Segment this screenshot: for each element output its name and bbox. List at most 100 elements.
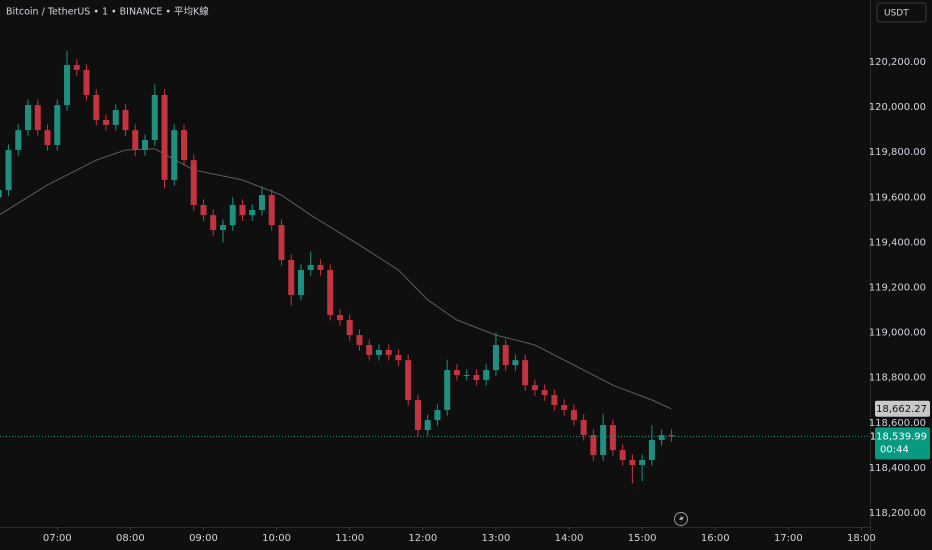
y-tick-label: 119,000.00 — [869, 328, 926, 339]
candle-body — [210, 215, 217, 231]
candle-body — [434, 409, 441, 421]
candle-body — [629, 460, 636, 465]
candle-body — [453, 370, 460, 376]
candle-body — [219, 225, 226, 231]
candle-body — [0, 190, 2, 198]
candle-body — [531, 385, 538, 391]
candle-body — [512, 360, 519, 366]
candle-body — [44, 130, 51, 145]
y-tick-label: 118,600.00 — [869, 418, 926, 429]
candle-body — [414, 400, 421, 431]
candle-body — [648, 439, 655, 461]
candle-body — [288, 260, 295, 295]
x-tick-label: 13:00 — [482, 533, 511, 544]
candle-body — [580, 420, 587, 435]
candle-body — [239, 204, 246, 216]
candle-body — [424, 420, 431, 431]
ma-label: 118,662.27 — [870, 404, 927, 415]
lightning-bolt[interactable] — [679, 514, 684, 524]
lightning-icon[interactable] — [674, 512, 688, 526]
y-tick-label: 119,600.00 — [869, 192, 926, 203]
candle-body — [385, 349, 392, 355]
candle-body — [619, 450, 626, 461]
x-tick-label: 14:00 — [555, 533, 584, 544]
candle-body — [600, 425, 607, 456]
candle-body — [327, 269, 334, 316]
x-tick-label: 15:00 — [628, 533, 657, 544]
x-tick-label: 09:00 — [189, 533, 218, 544]
candle-body — [639, 460, 646, 465]
candle-body — [25, 105, 32, 131]
x-tick-label: 18:00 — [847, 533, 876, 544]
candle-body — [180, 130, 187, 161]
candle-body — [502, 345, 509, 366]
x-tick-label: 10:00 — [262, 533, 291, 544]
y-tick-label: 118,800.00 — [869, 373, 926, 384]
moving-average — [0, 148, 672, 410]
candle-body — [54, 105, 61, 145]
candle-body — [356, 335, 363, 346]
candle-body — [142, 140, 148, 150]
candle-body — [551, 395, 558, 406]
currency-button[interactable] — [876, 2, 927, 23]
currency-label[interactable]: USDT — [884, 9, 909, 19]
candle-body — [473, 375, 480, 380]
candle-body — [375, 349, 382, 355]
candle-body — [668, 434, 675, 437]
candle-body — [93, 94, 100, 120]
candle-body — [122, 110, 129, 131]
x-tick-label: 11:00 — [335, 533, 364, 544]
candle-body — [590, 434, 597, 456]
x-tick-label: 12:00 — [408, 533, 437, 544]
candle-body — [83, 69, 90, 95]
candle-body — [570, 409, 577, 421]
candle-body — [444, 370, 451, 410]
candle-body — [132, 130, 139, 150]
candle-body — [103, 119, 110, 125]
ma-label-box — [875, 400, 930, 417]
candle-body — [297, 269, 304, 295]
candle-body — [15, 130, 22, 150]
candle-body — [112, 110, 119, 125]
candle-body — [317, 264, 324, 270]
candle-body — [151, 94, 158, 141]
candle-body — [249, 209, 256, 216]
candle-body — [561, 405, 568, 410]
x-tick-label: 07:00 — [43, 533, 72, 544]
candle-body — [405, 360, 412, 401]
candle-body — [395, 354, 402, 361]
candle-body — [541, 390, 548, 396]
candle-body — [200, 204, 207, 216]
candle-body — [268, 195, 275, 226]
x-tick-label: 08:00 — [116, 533, 145, 544]
lightning-circle[interactable] — [674, 512, 688, 526]
candle-body — [658, 434, 665, 440]
y-tick-label: 119,400.00 — [869, 237, 926, 248]
y-tick-label: 119,200.00 — [869, 283, 926, 294]
candle-body — [5, 149, 12, 191]
x-tick-label: 16:00 — [701, 533, 730, 544]
candle-body — [64, 64, 71, 106]
last-price-label: 118,539.99 — [870, 431, 927, 442]
candle-body — [73, 64, 80, 70]
candle-body — [522, 360, 529, 386]
candle-body — [34, 105, 41, 131]
y-tick-label: 118,200.00 — [869, 508, 926, 519]
candle-body — [161, 94, 168, 180]
candle-body — [258, 195, 265, 210]
candle-body — [307, 264, 314, 270]
countdown-label: 00:44 — [880, 444, 909, 455]
x-tick-label: 17:00 — [774, 533, 803, 544]
symbol-header: Bitcoin / TetherUS • 1 • BINANCE • 平均K線 — [6, 6, 209, 18]
y-tick-label: 120,200.00 — [869, 57, 926, 68]
y-tick-label: 119,800.00 — [869, 147, 926, 158]
y-tick-label: 120,000.00 — [869, 102, 926, 113]
candle-body — [366, 345, 373, 355]
candle-body — [190, 160, 197, 205]
candle-body — [336, 315, 343, 320]
candle-body — [483, 370, 490, 380]
candle-body — [463, 375, 470, 377]
